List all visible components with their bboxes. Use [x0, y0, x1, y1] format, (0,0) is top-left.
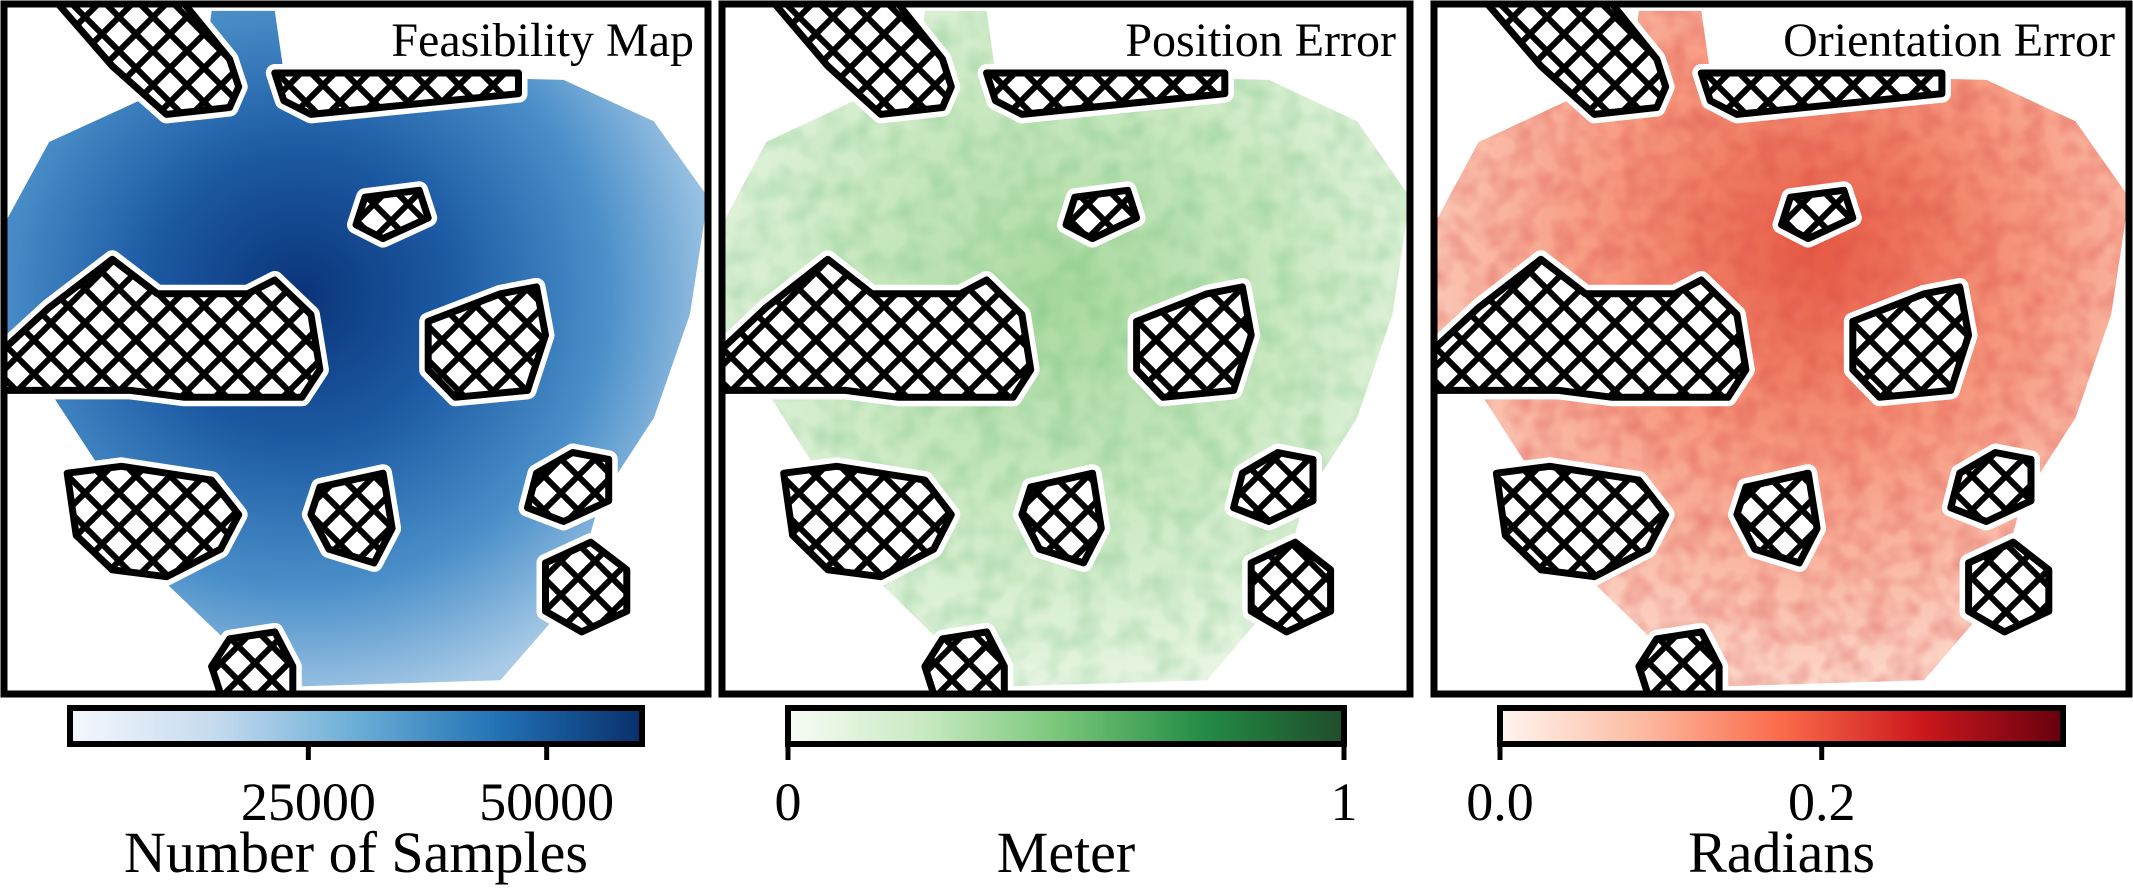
- panel-frame: [1430, 0, 2133, 698]
- obstacle: [352, 186, 432, 243]
- colorbar-tick-label: 1: [1331, 772, 1358, 832]
- colorbar-tick-label: 50000: [479, 772, 614, 832]
- colorbar-label: Number of Samples: [124, 820, 588, 885]
- panel-title: Position Error: [1125, 14, 1396, 67]
- obstacle: [307, 469, 396, 567]
- colorbar-label: Radians: [1688, 820, 1875, 885]
- obstacle: [1247, 538, 1335, 636]
- obstacle: [921, 628, 1008, 698]
- obstacle: [1230, 449, 1317, 525]
- obstacle: [983, 69, 1229, 118]
- obstacle: [718, 255, 1035, 401]
- obstacle: [271, 69, 522, 118]
- colorbar: [1497, 705, 2066, 747]
- obstacle: [1484, 0, 1670, 118]
- colorbar-label: Meter: [997, 820, 1136, 885]
- obstacle: [0, 255, 324, 401]
- obstacle: [63, 462, 243, 581]
- obstacle: [1965, 538, 2053, 636]
- obstacle: [1018, 469, 1105, 567]
- obstacle: [1947, 449, 2035, 525]
- chart-panel-2: Position Error 0 1 Meter: [713, 0, 1414, 885]
- obstacle: [1733, 469, 1821, 567]
- colorbar: [67, 705, 645, 747]
- obstacle: [542, 538, 631, 636]
- obstacle: [1778, 186, 1857, 243]
- obstacle: [1062, 186, 1141, 243]
- obstacle: [1849, 283, 1973, 401]
- obstacle: [1492, 462, 1670, 581]
- panel-frame: [718, 0, 1414, 698]
- obstacle: [1133, 283, 1255, 401]
- panel-frame: [0, 0, 712, 698]
- colorbar-tick-label: 25000: [241, 772, 376, 832]
- obstacle: [1430, 255, 1750, 401]
- obstacle: [54, 0, 243, 118]
- obstacle: [424, 283, 549, 401]
- obstacle: [780, 462, 955, 581]
- colorbar-tick-label: 0.0: [1466, 772, 1534, 832]
- obstacle: [771, 0, 955, 118]
- obstacle: [1697, 69, 1946, 118]
- colorbar-tick-label: 0.2: [1788, 772, 1856, 832]
- colorbar-tick-label: 0: [775, 772, 802, 832]
- panel-title: Feasibility Map: [391, 14, 694, 67]
- obstacle: [524, 449, 613, 525]
- colorbar: [785, 705, 1347, 747]
- panel-title: Orientation Error: [1783, 14, 2115, 67]
